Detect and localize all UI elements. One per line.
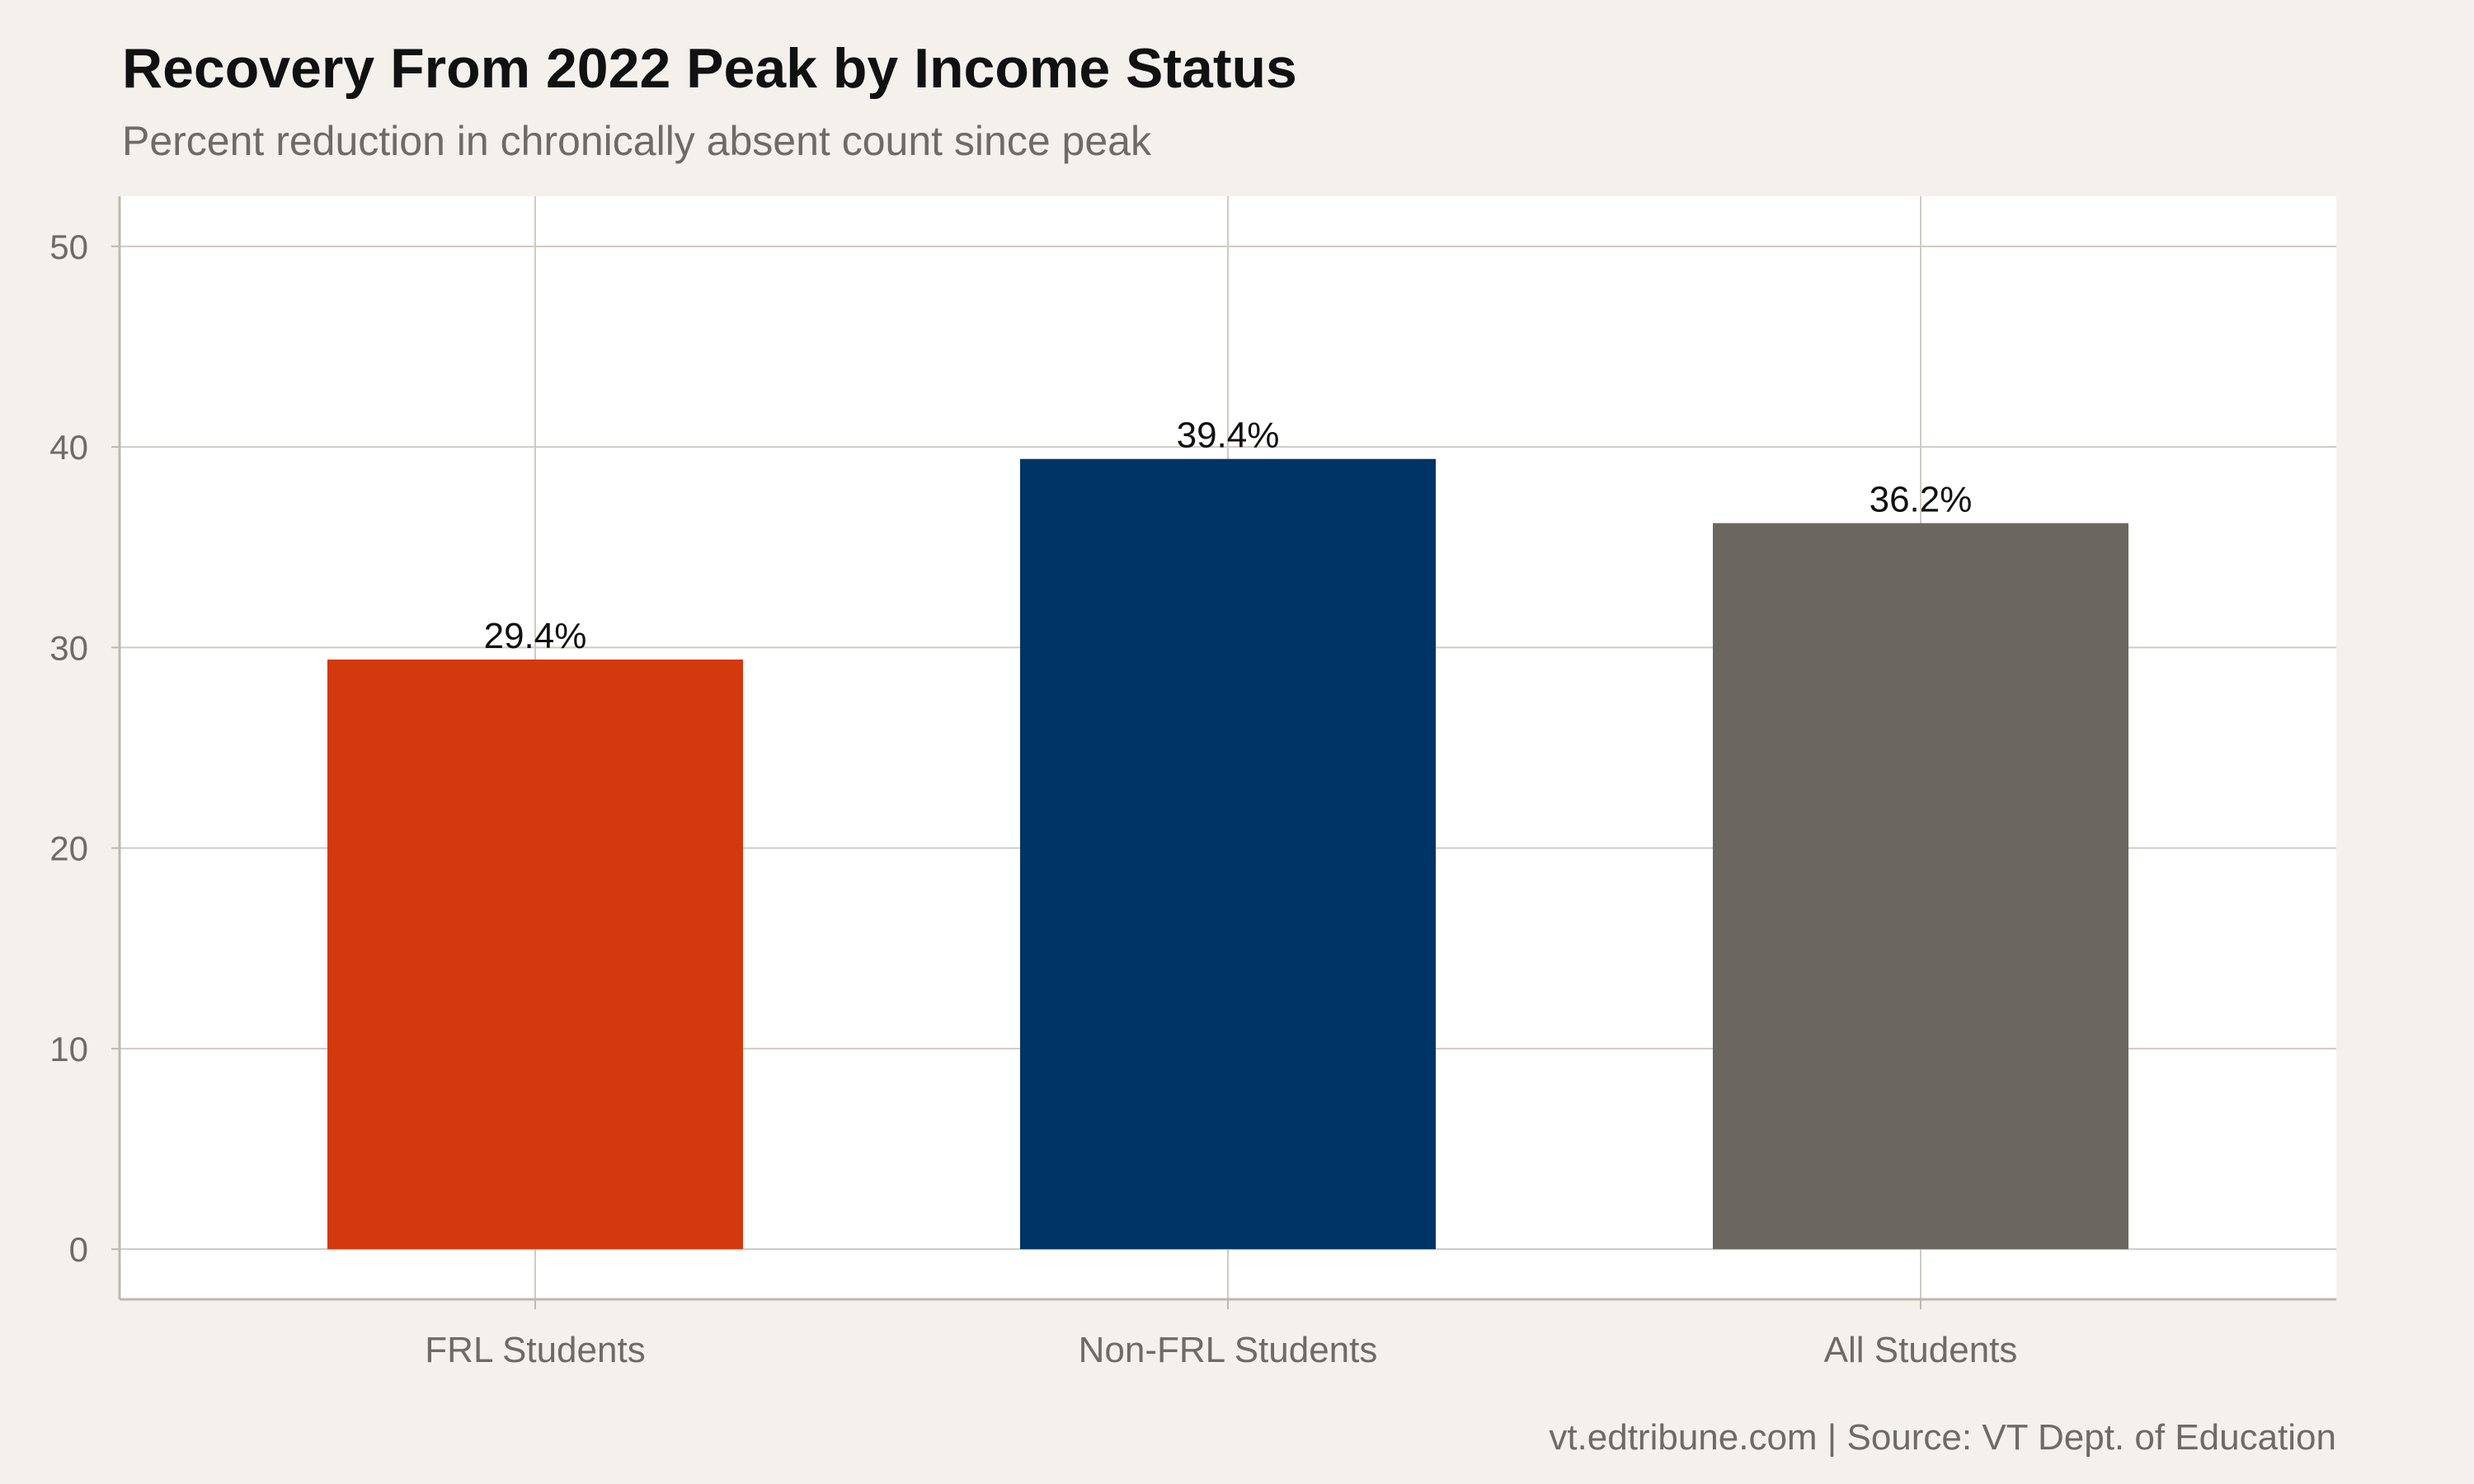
x-tick-label: All Students: [1824, 1330, 2018, 1370]
y-tick-label: 10: [49, 1030, 88, 1068]
data-label: 29.4%: [484, 616, 587, 656]
y-tick-label: 30: [49, 628, 88, 667]
chart-title: Recovery From 2022 Peak by Income Status: [122, 37, 1297, 100]
y-tick-label: 50: [49, 228, 88, 266]
chart-caption: vt.edtribune.com | Source: VT Dept. of E…: [1549, 1417, 2336, 1458]
bar: [1020, 458, 1436, 1250]
data-label: 36.2%: [1870, 480, 1973, 520]
bar: [1713, 523, 2128, 1250]
y-tick-label: 40: [49, 428, 88, 467]
x-tick-label: Non-FRL Students: [1079, 1330, 1378, 1370]
y-tick-label: 20: [49, 829, 88, 868]
y-tick-label: 0: [69, 1230, 88, 1269]
data-labels: 29.4% 39.4% 36.2%: [484, 416, 1973, 656]
data-label: 39.4%: [1177, 416, 1280, 456]
bars: [327, 458, 2128, 1250]
x-tick-label: FRL Students: [425, 1330, 645, 1370]
bar: [327, 659, 743, 1250]
chart-subtitle: Percent reduction in chronically absent …: [122, 118, 1152, 164]
axes: 0 10 20 30 40 50 FRL Students Non-FRL Students A…: [49, 196, 2336, 1370]
